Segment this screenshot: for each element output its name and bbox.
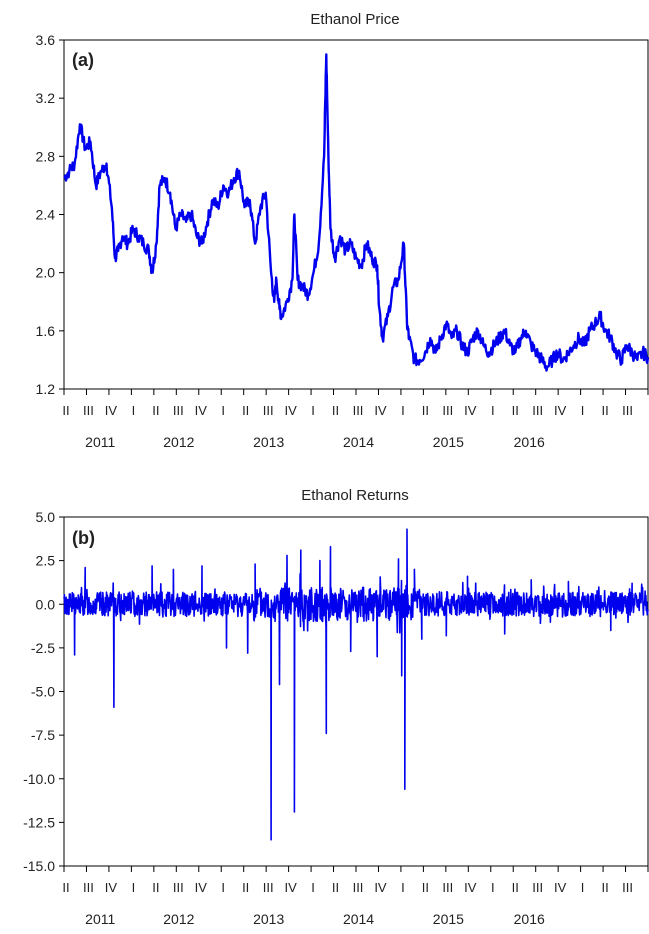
quarter-label: II bbox=[332, 880, 339, 895]
year-label: 2012 bbox=[163, 434, 194, 450]
quarter-label: II bbox=[242, 403, 249, 418]
quarter-label: II bbox=[601, 880, 608, 895]
panel-b: Ethanol Returns (b) -15.0-12.5-10.0-7.5-… bbox=[23, 487, 649, 927]
quarter-label: III bbox=[263, 880, 274, 895]
panel-label-b: (b) bbox=[72, 528, 95, 548]
quarter-label: IV bbox=[284, 880, 297, 895]
quarter-label: I bbox=[311, 880, 315, 895]
quarter-label: II bbox=[422, 403, 429, 418]
y-tick-label: 1.6 bbox=[36, 323, 56, 339]
year-label: 2015 bbox=[433, 911, 464, 927]
chart-title-a: Ethanol Price bbox=[310, 11, 399, 28]
x-axis-a: II III IV I II III IV I II III IV I II III IV I II III IV I… bbox=[62, 389, 649, 450]
y-tick-label: 1.2 bbox=[36, 381, 56, 397]
year-label: 2011 bbox=[85, 911, 115, 927]
quarter-label: II bbox=[62, 403, 69, 418]
quarter-label: I bbox=[221, 403, 225, 418]
year-label: 2014 bbox=[343, 434, 374, 450]
quarter-label: III bbox=[442, 880, 453, 895]
quarter-label: I bbox=[491, 880, 495, 895]
plot-frame-a bbox=[63, 39, 649, 390]
quarter-label: I bbox=[401, 403, 405, 418]
panel-label-a: (a) bbox=[72, 50, 94, 70]
y-tick-label: 3.2 bbox=[36, 90, 56, 106]
quarter-label: II bbox=[512, 880, 519, 895]
quarter-label: I bbox=[401, 880, 405, 895]
y-tick-label: 2.4 bbox=[36, 207, 56, 223]
year-label: 2014 bbox=[343, 911, 374, 927]
quarter-label: I bbox=[581, 880, 585, 895]
year-label: 2016 bbox=[514, 911, 545, 927]
quarter-label: IV bbox=[284, 403, 297, 418]
price-line bbox=[63, 53, 649, 372]
quarter-label: IV bbox=[464, 403, 477, 418]
year-label: 2013 bbox=[253, 911, 284, 927]
year-label: 2011 bbox=[85, 434, 115, 450]
y-tick-label: 2.0 bbox=[36, 265, 56, 281]
year-label: 2013 bbox=[253, 434, 284, 450]
x-axis-b: II III IV I II III IV I II III IV I II III IV I II III IV I… bbox=[62, 866, 649, 927]
y-axis-b: -15.0 -12.5 -10.0 -7.5 -5.0 -2.5 0.0 2.5 5.0 bbox=[23, 509, 64, 874]
quarter-label: II bbox=[512, 403, 519, 418]
year-label: 2016 bbox=[514, 434, 545, 450]
quarter-label: IV bbox=[195, 403, 208, 418]
quarter-label: III bbox=[442, 403, 453, 418]
quarter-label: III bbox=[173, 403, 184, 418]
quarter-label: II bbox=[242, 880, 249, 895]
quarter-label: IV bbox=[374, 880, 387, 895]
quarter-label: II bbox=[62, 880, 69, 895]
y-tick-label: 2.8 bbox=[36, 148, 56, 164]
quarter-label: III bbox=[83, 403, 94, 418]
quarter-label: I bbox=[132, 880, 136, 895]
quarter-label: III bbox=[622, 403, 633, 418]
y-tick-label: -2.5 bbox=[31, 640, 55, 656]
quarter-label: II bbox=[422, 880, 429, 895]
quarter-label: IV bbox=[554, 403, 567, 418]
quarter-label: III bbox=[83, 880, 94, 895]
quarter-label: IV bbox=[105, 403, 118, 418]
quarter-label: I bbox=[581, 403, 585, 418]
quarter-label: III bbox=[622, 880, 633, 895]
y-tick-label: -10.0 bbox=[23, 771, 55, 787]
quarter-label: IV bbox=[464, 880, 477, 895]
quarter-label: I bbox=[221, 880, 225, 895]
year-label: 2012 bbox=[163, 911, 194, 927]
quarter-label: II bbox=[601, 403, 608, 418]
quarter-label: III bbox=[173, 880, 184, 895]
chart-title-b: Ethanol Returns bbox=[301, 487, 409, 504]
quarter-label: II bbox=[332, 403, 339, 418]
quarter-label: II bbox=[152, 880, 159, 895]
y-tick-label: 3.6 bbox=[36, 32, 56, 48]
quarter-label: III bbox=[263, 403, 274, 418]
y-tick-label: 0.0 bbox=[36, 596, 56, 612]
y-tick-label: 5.0 bbox=[36, 509, 56, 525]
quarter-label: IV bbox=[554, 880, 567, 895]
quarter-label: III bbox=[532, 880, 543, 895]
quarter-label: III bbox=[532, 403, 543, 418]
y-axis-a: 1.2 1.6 2.0 2.4 2.8 3.2 3.6 bbox=[36, 32, 64, 397]
quarter-label: IV bbox=[105, 880, 118, 895]
quarter-label: III bbox=[353, 403, 364, 418]
y-tick-label: -12.5 bbox=[23, 814, 55, 830]
returns-line bbox=[63, 528, 649, 841]
y-tick-label: -15.0 bbox=[23, 858, 55, 874]
y-tick-label: -7.5 bbox=[31, 727, 55, 743]
quarter-label: IV bbox=[195, 880, 208, 895]
quarter-label: I bbox=[311, 403, 315, 418]
quarter-label: II bbox=[152, 403, 159, 418]
year-label: 2015 bbox=[433, 434, 464, 450]
y-tick-label: -5.0 bbox=[31, 684, 55, 700]
y-tick-label: 2.5 bbox=[36, 553, 56, 569]
quarter-label: III bbox=[353, 880, 364, 895]
quarter-label: IV bbox=[374, 403, 387, 418]
quarter-label: I bbox=[132, 403, 136, 418]
panel-a: Ethanol Price (a) 1.21.62.02.42.83.23.6 … bbox=[36, 11, 649, 450]
quarter-label: I bbox=[491, 403, 495, 418]
